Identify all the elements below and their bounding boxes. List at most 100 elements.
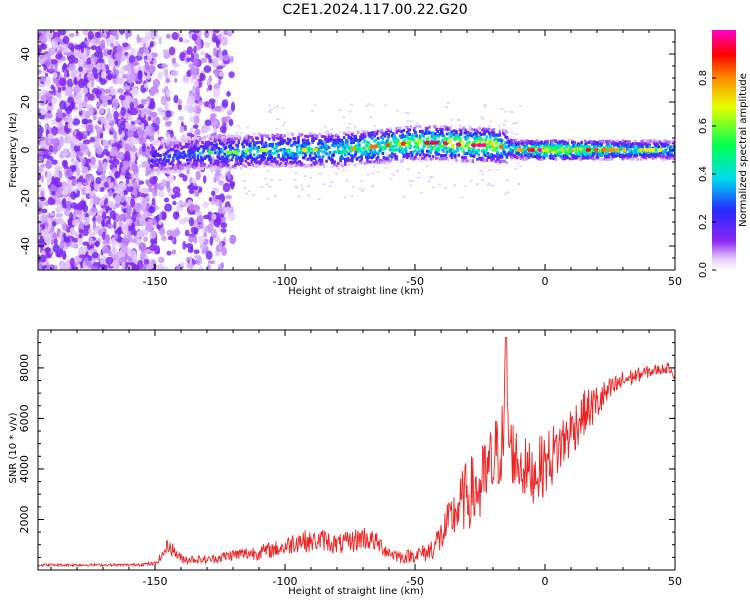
noise-cell — [81, 118, 89, 125]
noise-cell — [90, 79, 95, 87]
signal-cell — [493, 145, 497, 149]
signal-cell — [654, 143, 657, 147]
noise-cell — [114, 51, 122, 61]
noise-cell — [351, 186, 355, 189]
noise-cell — [428, 176, 432, 179]
signal-cell — [306, 138, 310, 142]
signal-cell — [395, 128, 399, 132]
noise-cell — [152, 59, 156, 65]
signal-cell — [402, 140, 406, 144]
noise-cell — [70, 130, 75, 136]
signal-cell — [161, 170, 165, 174]
noise-cell — [156, 224, 161, 230]
signal-cell — [172, 148, 175, 152]
noise-cell — [247, 190, 251, 193]
noise-cell — [209, 236, 214, 246]
signal-cell — [401, 133, 404, 137]
signal-cell — [661, 144, 664, 148]
signal-cell — [280, 164, 284, 168]
signal-cell — [190, 148, 194, 152]
noise-cell — [162, 212, 167, 220]
noise-cell — [41, 30, 47, 36]
noise-cell — [152, 78, 160, 88]
noise-cell — [50, 119, 57, 125]
signal-cell — [289, 151, 292, 155]
noise-cell — [114, 171, 121, 179]
signal-cell — [186, 158, 189, 162]
signal-cell — [170, 169, 174, 173]
signal-cell — [506, 153, 510, 157]
signal-cell — [176, 157, 180, 161]
noise-cell — [125, 95, 133, 105]
noise-cell — [136, 33, 140, 44]
signal-cell — [159, 154, 162, 158]
noise-cell — [93, 183, 100, 191]
noise-cell — [506, 191, 510, 194]
noise-cell — [144, 47, 149, 54]
signal-cell — [635, 142, 638, 146]
signal-cell — [344, 160, 347, 164]
noise-cell — [338, 131, 342, 134]
signal-cell — [349, 138, 353, 141]
noise-cell — [78, 102, 83, 112]
noise-cell — [340, 162, 344, 165]
signal-cell — [180, 151, 183, 155]
noise-cell — [128, 73, 136, 81]
noise-cell — [70, 118, 74, 122]
signal-cell — [399, 134, 402, 138]
signal-cell — [505, 130, 509, 134]
signal-cell — [179, 161, 182, 165]
signal-cell — [650, 154, 654, 157]
signal-cell — [579, 158, 582, 161]
signal-cell — [361, 129, 365, 133]
signal-cell — [222, 157, 225, 161]
noise-cell — [119, 256, 127, 265]
signal-cell — [546, 139, 549, 143]
signal-cell — [271, 151, 275, 155]
signal-cell — [589, 153, 593, 157]
signal-cell — [539, 151, 542, 154]
noise-cell — [99, 258, 105, 265]
noise-cell — [383, 104, 387, 107]
signal-cell — [535, 139, 539, 143]
signal-cell — [360, 161, 363, 165]
signal-cell — [170, 143, 174, 147]
signal-cell — [429, 140, 436, 145]
signal-cell — [296, 145, 299, 149]
noise-cell — [116, 77, 124, 85]
noise-cell — [47, 236, 51, 246]
signal-cell — [553, 146, 556, 150]
signal-cell — [300, 164, 304, 168]
signal-cell — [306, 157, 310, 161]
signal-cell — [182, 151, 186, 155]
signal-cell — [325, 159, 328, 163]
signal-cell — [370, 133, 374, 136]
signal-cell — [356, 131, 360, 135]
signal-cell — [434, 144, 437, 148]
signal-cell — [194, 159, 197, 163]
signal-cell — [160, 145, 163, 149]
noise-cell — [125, 169, 130, 175]
noise-cell — [164, 102, 169, 112]
signal-cell — [225, 135, 229, 139]
signal-cell — [627, 145, 630, 149]
noise-cell — [172, 200, 177, 206]
noise-cell — [128, 55, 136, 64]
noise-cell — [515, 121, 519, 124]
signal-cell — [425, 149, 429, 153]
noise-cell — [278, 178, 282, 181]
signal-cell — [582, 145, 586, 149]
noise-cell — [207, 211, 213, 221]
signal-cell — [279, 148, 283, 152]
signal-cell — [539, 143, 542, 147]
signal-cell — [490, 158, 493, 162]
signal-cell — [414, 149, 417, 153]
signal-cell — [298, 143, 301, 147]
signal-cell — [188, 155, 191, 158]
signal-cell — [409, 144, 413, 148]
signal-cell — [323, 165, 326, 169]
signal-cell — [227, 140, 230, 144]
noise-cell — [48, 102, 53, 107]
noise-cell — [175, 205, 184, 212]
noise-cell — [362, 188, 366, 191]
